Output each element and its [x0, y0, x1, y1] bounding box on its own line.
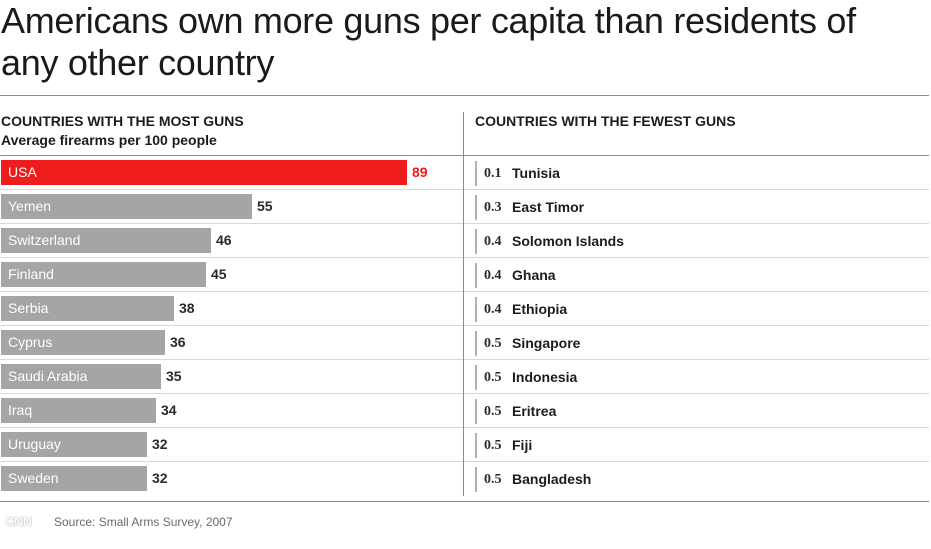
bar-label: Serbia: [8, 300, 49, 316]
fewest-country-ghana: Ghana: [512, 267, 556, 283]
bar-finland: [1, 262, 206, 287]
row-separator: [464, 427, 929, 428]
bar-label: Sweden: [8, 470, 59, 486]
bar-uruguay: [1, 432, 147, 457]
bar-switzerland: [1, 228, 211, 253]
bar-label: Finland: [8, 266, 54, 282]
value-tick: [475, 433, 477, 458]
row-separator: [0, 461, 463, 462]
bar-label: Saudi Arabia: [8, 368, 88, 384]
bar-value-label: 34: [161, 402, 177, 418]
row-separator: [464, 257, 929, 258]
fewest-value: 0.5: [484, 370, 502, 385]
row-separator: [0, 325, 463, 326]
fewest-country-singapore: Singapore: [512, 335, 581, 351]
row-separator: [0, 257, 463, 258]
value-tick: [475, 365, 477, 390]
row-separator: [0, 189, 463, 190]
fewest-value: 0.4: [484, 268, 502, 283]
bar-value-label: 32: [152, 470, 168, 486]
value-tick: [475, 195, 477, 220]
header-divider: [0, 155, 929, 156]
row-separator: [464, 223, 929, 224]
bar-value-label: 36: [170, 334, 186, 350]
value-tick: [475, 399, 477, 424]
value-tick: [475, 331, 477, 356]
fewest-country-fiji: Fiji: [512, 437, 533, 453]
value-tick: [475, 161, 477, 186]
row-separator: [464, 461, 929, 462]
row-separator: [464, 359, 929, 360]
fewest-country-solomon-islands: Solomon Islands: [512, 233, 625, 249]
row-separator: [0, 223, 463, 224]
fewest-value: 0.5: [484, 438, 502, 453]
bar-serbia: [1, 296, 174, 321]
fewest-country-eritrea: Eritrea: [512, 403, 557, 419]
fewest-guns-header: COUNTRIES WITH THE FEWEST GUNS: [475, 113, 736, 129]
fewest-value: 0.5: [484, 336, 502, 351]
bar-sweden: [1, 466, 147, 491]
fewest-country-east-timor: East Timor: [512, 199, 585, 215]
bar-label: USA: [8, 164, 37, 180]
most-guns-header: COUNTRIES WITH THE MOST GUNS: [1, 113, 244, 129]
bar-label: Switzerland: [8, 232, 81, 248]
fewest-value: 0.1: [484, 166, 502, 181]
fewest-value: 0.4: [484, 302, 502, 317]
row-separator: [0, 393, 463, 394]
bar-value-label: 46: [216, 232, 232, 248]
fewest-country-bangladesh: Bangladesh: [512, 471, 592, 487]
fewest-value: 0.5: [484, 472, 502, 487]
bar-saudi-arabia: [1, 364, 161, 389]
bar-value-label: 45: [211, 266, 227, 282]
bar-value-label: 32: [152, 436, 168, 452]
bar-value-label: 35: [166, 368, 182, 384]
fewest-country-indonesia: Indonesia: [512, 369, 578, 385]
value-tick: [475, 263, 477, 288]
row-separator: [0, 359, 463, 360]
bar-label: Iraq: [8, 402, 33, 418]
bar-label: Uruguay: [8, 436, 61, 452]
bar-value-label: 38: [179, 300, 195, 316]
fewest-value: 0.5: [484, 404, 502, 419]
bar-label: Cyprus: [8, 334, 53, 350]
title-divider: [0, 95, 929, 96]
bar-yemen: [1, 194, 252, 219]
fewest-country-tunisia: Tunisia: [512, 165, 560, 181]
bar-label: Yemen: [8, 198, 52, 214]
value-tick: [475, 467, 477, 492]
most-guns-subheader: Average firearms per 100 people: [1, 132, 217, 148]
bar-value-label: 89: [412, 164, 428, 180]
row-separator: [464, 325, 929, 326]
chart-title: Americans own more guns per capita than …: [1, 0, 856, 83]
source-note: Source: Small Arms Survey, 2007: [54, 515, 233, 529]
bar-value-label: 55: [257, 198, 273, 214]
footer-divider: [0, 501, 929, 502]
value-tick: [475, 229, 477, 254]
fewest-value: 0.4: [484, 234, 502, 249]
fewest-country-ethiopia: Ethiopia: [512, 301, 568, 317]
bar-cyprus: [1, 330, 165, 355]
bar-iraq: [1, 398, 156, 423]
row-separator: [464, 291, 929, 292]
column-divider: [463, 112, 464, 496]
fewest-value: 0.3: [484, 200, 502, 215]
row-separator: [464, 189, 929, 190]
cnn-logo: CNN: [5, 514, 32, 529]
row-separator: [0, 427, 463, 428]
value-tick: [475, 297, 477, 322]
row-separator: [0, 291, 463, 292]
row-separator: [464, 393, 929, 394]
bar-usa: [1, 160, 407, 185]
